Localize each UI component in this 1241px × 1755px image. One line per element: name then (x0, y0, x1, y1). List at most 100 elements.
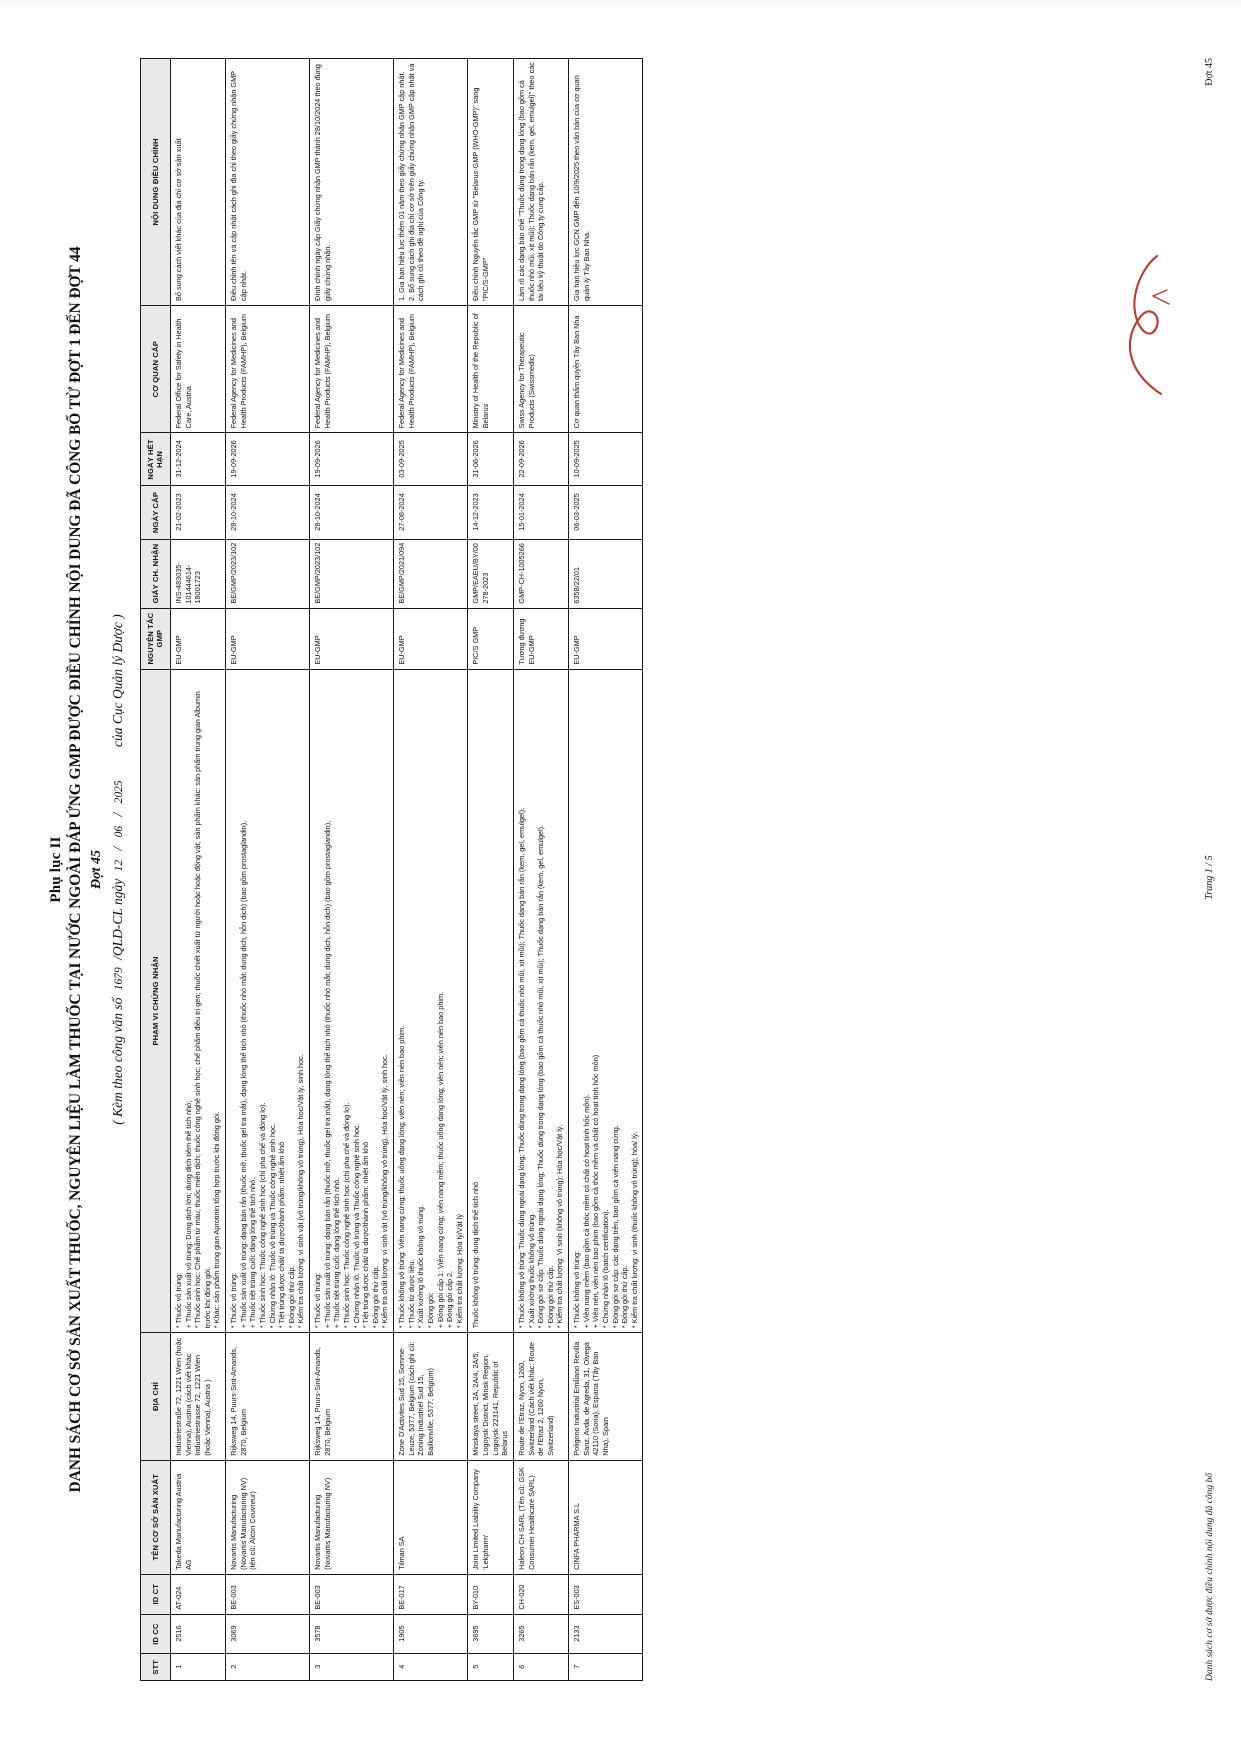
table-row: 4 1905 BE-017 Tilman SA Zone D'Activites Sud… (393, 58, 468, 1681)
cell-authority: Federal Agency for Medicines and Health … (393, 305, 468, 433)
cell-stt: 5 (467, 1653, 514, 1681)
table-row: 1 2516 AT-024 Takeda Manufacturing Austria … (170, 58, 226, 1681)
cell-scope: Thuốc không vô trùng: dung dịch thể tích… (467, 669, 514, 1333)
cell-line: + Viên nén, viên nén bao phim (bao gồm c… (591, 1054, 601, 1329)
cell-scope: * Thuốc vô trùng: + Thuốc sản xuất vô trù… (170, 669, 226, 1333)
cell-adjustment-note: Điều chỉnh tên và cập nhật cách ghi địa … (225, 58, 310, 306)
cell-line: * Kiểm tra chất lượng: Vi sinh (không vô… (555, 1124, 565, 1329)
cell-line: Đính chính ngày cấp Giấy chứng nhận GMP … (313, 64, 332, 301)
cell-facility-name: Joint Limited Liability Company 'Lekphar… (467, 1460, 514, 1575)
cell-expiry-date: 19-09-2026 (309, 432, 394, 486)
cell-line: * Đóng gói thứ cấp. (286, 1265, 296, 1329)
cell-facility-name: Takeda Manufacturing Austria AG (170, 1460, 226, 1575)
cell-address: Zone D'Activites Sud 15, Somme-Leuze, 53… (393, 1332, 468, 1461)
cell-line: * Kiểm tra chất lượng: vi sinh vật (vô t… (380, 1054, 390, 1329)
cell-address: Poligono Industrial Emiliano Revilla San… (568, 1332, 643, 1461)
col-header-name: TÊN CƠ SỞ SẢN XUẤT (140, 1460, 171, 1575)
cell-line: * Thuốc vô trùng: (173, 1272, 183, 1329)
cell-expiry-date: 19-09-2026 (225, 432, 310, 486)
attachment-line: ( Kèm theo công văn số 1679 /QLD-CL ngày… (110, 58, 126, 1681)
cell-scope: * Thuốc không vô trùng: Viên nang cứng; … (393, 669, 468, 1333)
cell-facility-name: Novartis Manufacturing (Novartis Manufac… (225, 1460, 310, 1575)
cell-issue-date: 15-01-2024 (513, 485, 569, 540)
cell-certificate-number: GMP/EAEU/BY/00278-2023 (467, 539, 514, 609)
cell-scope: * Thuốc vô trùng: + Thuốc sản xuất vô trù… (309, 669, 394, 1333)
col-header-note: NỘI DUNG ĐIỀU CHỈNH (140, 58, 171, 306)
cell-id-cc: 2133 (568, 1614, 643, 1654)
cell-stt: 2 (225, 1653, 310, 1681)
col-header-certificate: GIẤY CH. NHẬN (140, 539, 171, 609)
col-header-address: ĐỊA CHỈ (140, 1332, 171, 1461)
attachment-prefix: ( Kèm theo công văn số (110, 997, 125, 1125)
cell-authority: Federal Agency for Medicines and Health … (309, 305, 394, 433)
table-row: 5 3695 BY-010 Joint Limited Liability Compa… (467, 58, 514, 1681)
cell-id-cc: 3695 (467, 1614, 514, 1654)
gmp-facility-table: STT ID CC ID CT TÊN CƠ SỞ SẢN XUẤT ĐỊA C… (140, 58, 643, 1681)
cell-scope: * Thuốc không vô trùng: + Viên nang mềm (… (568, 669, 643, 1333)
cell-issue-date: 28-10-2024 (309, 485, 394, 540)
col-header-id-ct: ID CT (140, 1574, 171, 1615)
scan-edge-shadow (0, 0, 1241, 10)
cell-line: 2. Bổ sung cách ghi địa chỉ cơ sở trên g… (406, 63, 426, 301)
cell-expiry-date: 31-12-2024 (170, 432, 226, 486)
cell-line: Điều chỉnh Nguyên tắc GMP từ "Belarus-GM… (471, 87, 491, 301)
table-body: 1 2516 AT-024 Takeda Manufacturing Austria … (170, 58, 643, 1681)
cell-adjustment-note: 1. Gia hạn hiệu lực thêm 01 năm theo giấ… (393, 58, 468, 306)
cell-line: * Tiệt trùng dược chất/ tá dược/thành ph… (361, 1141, 371, 1329)
cell-authority: Federal Office for Safety in Health Care… (170, 305, 226, 433)
cell-line: * Tiệt trùng dược chất/ tá dược/thành ph… (277, 1141, 287, 1329)
document-footer: Danh sách cơ sở được điều chỉnh nội dung… (1204, 58, 1215, 1681)
cell-line: + Thuốc tiệt trùng cuối: dạng lỏng thể t… (248, 1177, 258, 1329)
cell-id-ct: BE-017 (393, 1574, 468, 1615)
cell-line: * Thuốc không vô trùng: Thuốc dùng ngoài… (516, 807, 526, 1329)
cell-facility-name: Tilman SA (393, 1460, 468, 1575)
attachment-agency: của Cục Quản lý Dược ) (110, 614, 125, 747)
cell-line: * Thuốc không vô trùng: (572, 1250, 582, 1329)
cell-line: * Đóng gói thứ cấp. (620, 1265, 630, 1329)
cell-facility-name: Haleon CH SARL (Tên cũ: GSK Consumer Hea… (513, 1460, 569, 1575)
cell-id-ct: BE-003 (309, 1574, 394, 1615)
cell-authority: Federal Agency for Medicines and Health … (225, 305, 310, 433)
attachment-day: 12 (113, 859, 125, 872)
cell-authority: Ministry of Health of the Republic of Be… (467, 305, 514, 433)
cell-line: + Thuốc sản xuất vô trùng: dạng bán rắn … (322, 820, 332, 1329)
cell-id-cc: 1905 (393, 1614, 468, 1654)
cell-issue-date: 14-12-2023 (467, 485, 514, 540)
cell-address: Rijksweg 14, Puurs-Sint-Amands, 2870, Be… (309, 1332, 394, 1461)
cell-id-ct: AT-024 (170, 1574, 226, 1615)
cell-issue-date: 21-02-2023 (170, 485, 226, 540)
cell-certificate-number: BE/GMP/2023/102 (309, 539, 394, 609)
cell-expiry-date: 10-09-2025 (568, 432, 643, 486)
cell-gmp-principle: EU-GMP (170, 608, 226, 670)
col-header-expiry-date: NGÀY HẾT HẠN (140, 432, 171, 486)
date-slash-1: / (110, 846, 125, 851)
cell-address: Rijksweg 14, Puurs-Sint-Amands, 2870, Be… (225, 1332, 310, 1461)
cell-authority: Swiss Agency for Therapeutic Products (S… (513, 305, 569, 433)
cell-stt: 4 (393, 1653, 468, 1681)
col-header-issue-date: NGÀY CẤP (140, 485, 171, 540)
cell-line: Làm rõ các dạng bào chế "Thuốc dùng tron… (516, 62, 546, 301)
cell-line: * Khác: sản phẩm trung gian Aprotinin tổ… (212, 1111, 222, 1329)
cell-line: * Đóng gói sơ cấp: Thuốc dùng ngoài dạng… (536, 824, 546, 1329)
cell-line: + Thuốc sản xuất vô trùng: Dung dịch lớn… (183, 1100, 193, 1329)
cell-certificate-number: GMP-CH-1005266 (513, 539, 569, 609)
table-header-row: STT ID CC ID CT TÊN CƠ SỞ SẢN XUẤT ĐỊA C… (140, 58, 171, 1681)
cell-line: * Xuất xưởng thuốc không vô trùng. (526, 1212, 536, 1329)
col-header-stt: STT (140, 1653, 171, 1681)
cell-id-cc: 3578 (309, 1614, 394, 1654)
cell-line: Bổ sung cách viết khác của địa chỉ cơ sở… (173, 138, 183, 301)
cell-line: * Xuất xưởng lô thuốc không vô trùng. (416, 1205, 426, 1329)
cell-line: * Đóng gói thứ cấp. (370, 1265, 380, 1329)
table-row: 2 3069 BE-003 Novartis Manufacturing (Novar… (225, 58, 310, 1681)
cell-address: Industriestraße 72, 1221 Wien (hoặc Vien… (170, 1332, 226, 1461)
cell-adjustment-note: Bổ sung cách viết khác của địa chỉ cơ sở… (170, 58, 226, 306)
cell-stt: 7 (568, 1653, 643, 1681)
footer-right-text: Đợt 45 (1204, 58, 1215, 86)
cell-gmp-principle: PIC/S GMP (467, 608, 514, 670)
cell-facility-name: CINFA PHARMA S.L (568, 1460, 643, 1575)
attachment-year: 2025 (113, 780, 125, 804)
cell-gmp-principle: EU-GMP (225, 608, 310, 670)
cell-line: + Đóng gói cấp 2. (445, 1270, 455, 1329)
cell-line: * Chứng nhận lô: Thuốc vô trùng và Thuốc… (267, 1123, 277, 1329)
date-slash-2: / (110, 812, 125, 817)
